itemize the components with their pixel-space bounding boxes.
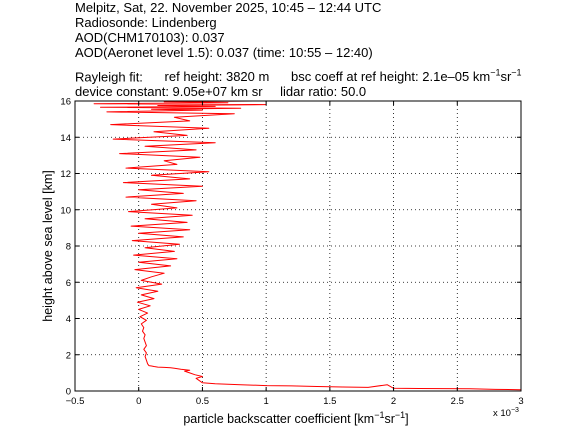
ref-height-label: ref height: 3820 m (164, 69, 270, 85)
bsc-unit-mid: sr (500, 69, 512, 85)
backscatter-profile-line (87, 100, 522, 391)
rayleigh-fit-line: Rayleigh fit: ref height: 3820 m bsc coe… (75, 66, 522, 84)
bsc-unit-exp-1: −1 (490, 68, 501, 78)
bsc-coeff-label: bsc coeff at ref height: 2.1e–05 km−1sr−… (290, 68, 522, 85)
aod-aeronet-label: AOD(Aeronet level 1.5): 0.037 (time: 10:… (75, 45, 373, 60)
y-tick-label: 16 (60, 97, 71, 108)
x-tick-label: −0.5 (66, 396, 85, 407)
x-axis-label: particle backscatter coefficient [km−1sr… (183, 410, 408, 426)
x-tick-label: 0.5 (196, 396, 209, 407)
lidar-ratio-label: lidar ratio: 50.0 (280, 84, 367, 99)
y-tick-label: 8 (66, 242, 71, 253)
y-tick-label: 0 (66, 387, 71, 398)
series-group (87, 100, 522, 391)
x-tick-label: 0 (136, 396, 141, 407)
y-tick-label: 12 (60, 169, 71, 180)
rayleigh-prefix: Rayleigh fit: (75, 69, 143, 85)
y-tick-label: 14 (60, 133, 71, 144)
y-axis-label: height above sea level [km] (41, 170, 55, 321)
radiosonde-label: Radiosonde: Lindenberg (75, 15, 217, 30)
x-tick-label: 2.5 (451, 396, 464, 407)
bsc-coeff-text: bsc coeff at ref height: 2.1e–05 km (290, 69, 491, 85)
x-tick-label: 2 (391, 396, 396, 407)
y-tick-label: 4 (66, 314, 71, 325)
y-tick-label: 2 (66, 350, 71, 361)
chart-title-location-date: Melpitz, Sat, 22. November 2025, 10:45 –… (75, 0, 382, 15)
x-tick-label: 3 (518, 396, 523, 407)
plot-area-frame (74, 100, 522, 392)
y-ticks: 0 2 4 6 8 10 12 14 16 (60, 97, 521, 398)
device-constant-line: device constant: 9.05e+07 km sr lidar ra… (75, 84, 366, 99)
y-tick-label: 6 (66, 278, 71, 289)
x-tick-label: 1.5 (323, 396, 336, 407)
y-tick-label: 10 (60, 205, 71, 216)
aod-chm-label: AOD(CHM170103): 0.037 (75, 30, 225, 45)
x-multiplier-exp: −3 (511, 407, 519, 414)
x-multiplier-label: x 10−3 (493, 407, 519, 419)
x-ticks: −0.5 0 0.5 1 1.5 2 2.5 3 (66, 101, 524, 407)
grid-lines (75, 101, 521, 391)
bsc-unit-exp-2: −1 (511, 68, 522, 78)
x-tick-label: 1 (263, 396, 268, 407)
device-constant-label: device constant: 9.05e+07 km sr (75, 84, 263, 99)
